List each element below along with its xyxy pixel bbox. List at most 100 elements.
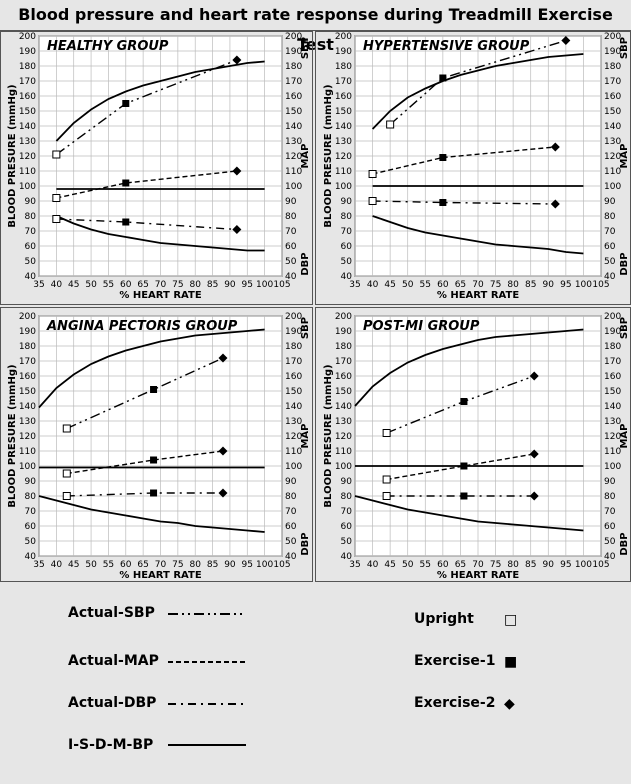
x-tick-label: 45 (68, 560, 79, 570)
x-tick-label: 95 (560, 280, 571, 290)
upright-marker (368, 170, 377, 178)
y-tick-label-left: 90 (341, 477, 353, 487)
y-tick-label-left: 140 (19, 122, 36, 132)
exercise-1-marker (122, 179, 130, 187)
legend-label-actual-map: Actual-MAP (68, 653, 159, 669)
ideal-sbp-line (354, 328, 584, 407)
panel-title: HEALTHY GROUP (47, 39, 169, 54)
y-tick-label-left: 100 (19, 462, 36, 472)
x-tick-label: 40 (51, 280, 63, 290)
y-tick-label-left: 60 (341, 522, 353, 532)
upright-marker (62, 424, 71, 433)
x-tick-label: 100 (256, 560, 273, 570)
x-tick-label: 60 (437, 280, 449, 290)
right-axis-label-map: MAP (300, 143, 311, 168)
panel-title: POST-MI GROUP (363, 319, 480, 334)
right-axis-label-map: MAP (619, 143, 630, 168)
y-tick-label-left: 150 (19, 387, 36, 397)
y-tick-label-right: 180 (285, 62, 302, 72)
ideal-dbp-line (372, 215, 584, 255)
y-tick-label-right: 120 (285, 432, 302, 442)
x-tick-label: 40 (367, 280, 379, 290)
x-tick-label: 65 (137, 560, 148, 570)
y-tick-label-left: 190 (19, 47, 36, 57)
y-tick-label-right: 140 (285, 122, 302, 132)
y-tick-label-right: 70 (285, 507, 297, 517)
y-tick-label-right: 170 (604, 357, 621, 367)
upright-marker (52, 215, 61, 223)
x-tick-label: 65 (455, 280, 466, 290)
exercise-1-marker (460, 398, 468, 405)
exercise-1-marker (150, 489, 158, 497)
y-tick-label-left: 190 (19, 327, 36, 337)
exercise-1-marker (439, 199, 447, 206)
x-tick-label: 105 (273, 280, 290, 290)
y-tick-label-right: 100 (604, 182, 621, 192)
y-tick-label-right: 80 (285, 492, 297, 502)
y-tick-label-left: 150 (335, 107, 352, 117)
y-tick-label-left: 90 (25, 197, 37, 207)
y-tick-label-left: 100 (335, 182, 352, 192)
exercise-2-marker (561, 36, 571, 45)
y-tick-label-right: 120 (604, 432, 621, 442)
upright-marker (52, 194, 61, 202)
right-axis-label-dbp: DBP (300, 252, 311, 275)
exercise-2-marker (529, 371, 539, 381)
actual-map-line (386, 453, 535, 481)
y-tick-label-left: 80 (341, 212, 353, 222)
y-tick-label-right: 80 (285, 212, 297, 222)
legend-exercise-2-marker-icon: ◆ (504, 696, 515, 712)
x-tick-label: 80 (507, 280, 519, 290)
exercise-1-marker (150, 456, 158, 464)
y-tick-label-left: 160 (335, 92, 352, 102)
y-tick-label-left: 80 (341, 492, 353, 502)
y-tick-label-left: 130 (19, 137, 36, 147)
y-tick-label-left: 90 (25, 477, 37, 487)
y-tick-label-left: 40 (25, 552, 37, 562)
upright-marker (382, 429, 391, 437)
y-tick-label-right: 130 (604, 417, 621, 427)
legend-label-isdm-bp: I-S-D-M-BP (68, 737, 154, 753)
y-tick-label-right: 180 (604, 342, 621, 352)
y-tick-label-left: 50 (341, 537, 353, 547)
y-tick-label-right: 50 (604, 537, 616, 547)
y-tick-label-right: 70 (604, 227, 616, 237)
y-tick-label-left: 150 (335, 387, 352, 397)
x-tick-label: 50 (85, 280, 97, 290)
exercise-1-marker (122, 218, 130, 226)
x-tick-label: 80 (189, 280, 201, 290)
x-tick-label: 35 (349, 560, 360, 570)
y-tick-label-right: 140 (604, 122, 621, 132)
exercise-2-marker (218, 446, 228, 456)
y-tick-label-right: 110 (604, 167, 621, 177)
y-tick-label-left: 180 (335, 342, 352, 352)
y-tick-label-right: 60 (604, 522, 616, 532)
x-tick-label: 50 (402, 280, 414, 290)
y-axis-title: BLOOD PRESURE (mmHg) (7, 364, 18, 507)
upright-marker (62, 469, 71, 478)
y-tick-label-right: 70 (285, 227, 297, 237)
right-axis-label-dbp: DBP (619, 252, 630, 275)
y-tick-label-left: 120 (335, 152, 352, 162)
y-tick-label-right: 80 (604, 492, 616, 502)
y-tick-label-right: 100 (285, 182, 302, 192)
y-tick-label-right: 40 (604, 552, 616, 562)
x-tick-label: 85 (207, 560, 218, 570)
y-tick-label-left: 100 (335, 462, 352, 472)
x-tick-label: 50 (85, 560, 97, 570)
y-tick-label-left: 140 (335, 402, 352, 412)
y-tick-label-left: 40 (25, 272, 37, 282)
x-tick-label: 45 (68, 280, 79, 290)
y-tick-label-right: 140 (285, 402, 302, 412)
right-axis-label-map: MAP (619, 423, 630, 448)
x-axis-title: % HEART RATE (437, 570, 519, 581)
y-tick-label-left: 110 (335, 447, 352, 457)
y-tick-label-right: 50 (285, 257, 297, 267)
upright-marker (52, 150, 61, 159)
right-axis-label-sbp: SBP (619, 317, 630, 339)
panel-border (0, 31, 313, 305)
x-tick-label: 90 (224, 560, 236, 570)
